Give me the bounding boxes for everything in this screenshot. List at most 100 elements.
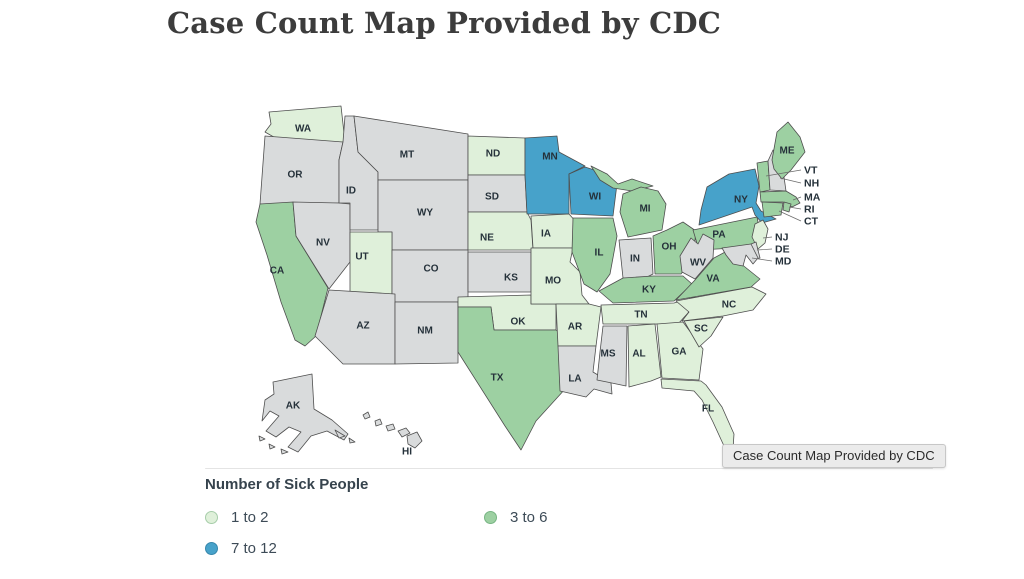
state-label-SD: SD	[485, 192, 499, 203]
state-FL[interactable]	[660, 378, 735, 450]
us-map-svg: WA OR CA NV ID MT WY UT CO AZ NM ND SD NE KS OK TX MN IA MO…	[255, 105, 820, 458]
state-label-GA: GA	[672, 347, 687, 358]
state-KY[interactable]	[598, 275, 693, 304]
state-label-WA: WA	[295, 124, 311, 135]
state-HI[interactable]	[362, 411, 371, 420]
state-IA[interactable]	[530, 213, 578, 249]
legend-swatch-1-to-2	[205, 511, 218, 524]
state-MI[interactable]	[590, 165, 654, 192]
state-label-TN: TN	[634, 310, 647, 321]
state-AL[interactable]	[627, 323, 662, 388]
state-MD[interactable]	[721, 243, 759, 267]
state-label-NY: NY	[734, 195, 748, 206]
state-label-MT: MT	[400, 150, 414, 161]
state-MI[interactable]	[619, 186, 667, 238]
legend-divider	[205, 468, 933, 469]
legend-label: 1 to 2	[231, 509, 269, 526]
page-title: Case Count Map Provided by CDC	[167, 6, 722, 40]
state-label-SC: SC	[694, 324, 708, 335]
legend-label: 3 to 6	[510, 509, 548, 526]
state-AK[interactable]	[280, 448, 289, 455]
state-IL[interactable]	[571, 217, 618, 293]
state-CT[interactable]	[761, 201, 784, 218]
state-label-NH: NH	[804, 178, 819, 190]
state-label-MO: MO	[545, 276, 561, 287]
leader-line-VT	[765, 169, 802, 177]
legend-item-1-to-2: 1 to 2	[205, 509, 484, 526]
state-AK[interactable]	[268, 443, 276, 450]
state-MS[interactable]	[596, 325, 628, 387]
state-label-TX: TX	[491, 373, 504, 384]
state-label-MI: MI	[639, 204, 650, 215]
state-label-MA: MA	[804, 192, 820, 204]
state-label-ME: ME	[780, 146, 795, 157]
leader-line-MA	[792, 196, 802, 201]
state-ME[interactable]	[771, 121, 806, 180]
state-HI[interactable]	[385, 423, 396, 432]
state-label-OH: OH	[662, 242, 677, 253]
state-label-NV: NV	[316, 238, 330, 249]
legend-label: 7 to 12	[231, 540, 277, 557]
state-label-AK: AK	[286, 401, 301, 412]
state-AK[interactable]	[334, 429, 346, 439]
state-NE[interactable]	[467, 211, 534, 251]
state-label-KS: KS	[504, 273, 518, 284]
state-AK[interactable]	[258, 435, 266, 442]
state-HI[interactable]	[397, 427, 411, 438]
leader-line-CT	[778, 210, 802, 222]
state-label-CO: CO	[424, 264, 439, 275]
leader-line-DE	[756, 248, 773, 251]
legend-swatch-7-to-12	[205, 542, 218, 555]
state-label-NC: NC	[722, 300, 736, 311]
state-label-OR: OR	[288, 170, 304, 181]
state-label-HI: HI	[402, 447, 412, 458]
state-HI[interactable]	[406, 431, 423, 449]
state-GA[interactable]	[656, 321, 704, 381]
state-label-IA: IA	[541, 229, 551, 240]
state-AR[interactable]	[555, 303, 602, 347]
state-AK[interactable]	[261, 373, 349, 453]
legend-title: Number of Sick People	[205, 476, 369, 493]
state-label-VA: VA	[706, 274, 719, 285]
state-label-MD: MD	[775, 256, 792, 268]
state-label-PA: PA	[712, 230, 725, 241]
leader-line-MD	[751, 257, 773, 262]
state-CO[interactable]	[391, 249, 469, 303]
state-label-AZ: AZ	[356, 321, 369, 332]
state-LA[interactable]	[557, 345, 613, 398]
legend-items: 1 to 2 3 to 6 7 to 12	[205, 509, 805, 557]
us-choropleth-map: WA OR CA NV ID MT WY UT CO AZ NM ND SD NE KS OK TX MN IA MO…	[255, 90, 820, 475]
state-HI[interactable]	[374, 418, 383, 427]
leader-line-RI	[788, 206, 802, 210]
state-NY[interactable]	[698, 168, 777, 226]
state-NC[interactable]	[675, 286, 767, 322]
state-label-AR: AR	[568, 322, 583, 333]
state-WV[interactable]	[679, 233, 715, 280]
state-NM[interactable]	[394, 301, 459, 365]
state-label-MS: MS	[601, 349, 616, 360]
state-label-IL: IL	[595, 248, 604, 259]
state-label-AL: AL	[632, 349, 645, 360]
state-AK[interactable]	[348, 437, 356, 444]
leader-line-NH	[779, 177, 802, 184]
state-label-CA: CA	[270, 266, 284, 277]
state-label-WV: WV	[690, 258, 706, 269]
state-label-FL: FL	[702, 404, 714, 415]
state-RI[interactable]	[782, 201, 792, 213]
state-KS[interactable]	[467, 251, 532, 293]
state-label-NM: NM	[417, 326, 433, 337]
state-label-KY: KY	[642, 285, 656, 296]
state-UT[interactable]	[349, 231, 393, 296]
state-label-RI: RI	[804, 204, 815, 216]
state-AZ[interactable]	[314, 289, 396, 365]
tooltip-text: Case Count Map Provided by CDC	[733, 448, 935, 463]
state-SC[interactable]	[683, 316, 724, 348]
legend-item-3-to-6: 3 to 6	[484, 509, 805, 526]
state-label-WY: WY	[417, 208, 433, 219]
state-label-NJ: NJ	[775, 232, 789, 244]
state-label-WI: WI	[589, 192, 601, 203]
state-label-DE: DE	[775, 244, 790, 256]
state-label-VT: VT	[804, 165, 818, 177]
state-label-UT: UT	[355, 252, 368, 263]
tooltip: Case Count Map Provided by CDC	[722, 444, 946, 468]
